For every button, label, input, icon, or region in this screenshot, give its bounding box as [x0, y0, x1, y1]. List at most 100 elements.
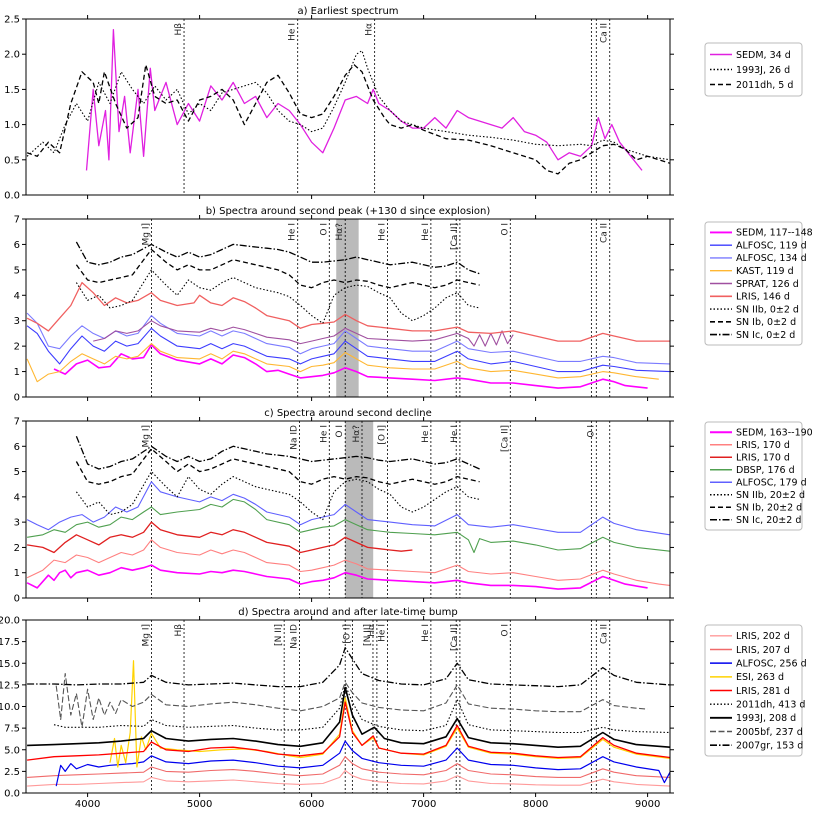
line-id-label: O I	[335, 425, 345, 438]
axes-frame	[25, 619, 671, 794]
legend-label: LRIS, 281 d	[736, 686, 790, 697]
y-tick-label: 2.5	[4, 767, 20, 778]
series-line-8	[75, 435, 480, 470]
series-line-7	[75, 269, 480, 324]
legend-label: LRIS, 170 d	[736, 440, 790, 451]
series-group	[26, 435, 670, 590]
line-id-label: Hα?	[335, 223, 345, 241]
series-line-9	[27, 647, 670, 688]
shaded-region	[336, 219, 359, 397]
line-id-label: He I	[378, 624, 388, 642]
series-line-3	[26, 64, 670, 175]
legend-label: 1993J, 208 d	[736, 713, 796, 724]
line-id-label: Ca II	[600, 23, 610, 43]
series-line-1	[85, 28, 643, 171]
line-id-label: Hα	[365, 23, 375, 36]
y-tick-label: 1.0	[4, 120, 20, 131]
legend-frame	[704, 221, 803, 346]
y-tick-label: 2.0	[4, 50, 20, 61]
panel-1: a) Earliest spectrum Hβ He I Hα Ca II 0.0 0.5 1…	[4, 6, 674, 202]
series-line-5	[27, 701, 670, 761]
line-id-label: Hβ	[174, 624, 184, 637]
series-line-2	[26, 325, 670, 373]
line-id-label: He I	[421, 223, 431, 241]
legend-label: SN Ic, 20±2 d	[736, 515, 801, 526]
y-tick-label: 0	[14, 393, 20, 404]
series-line-9	[75, 241, 480, 275]
axes-frame	[25, 420, 671, 599]
series-line-1	[27, 769, 670, 787]
line-id-label: He I	[288, 223, 298, 241]
legend-frame	[704, 624, 803, 757]
legend-label: LRIS, 202 d	[736, 631, 790, 642]
series-group	[26, 28, 670, 175]
y-tick-label: 1	[14, 568, 20, 579]
series-line-7	[75, 448, 480, 485]
series-line-7	[27, 686, 670, 748]
legend-label: 2011dh, 413 d	[736, 699, 805, 710]
panel-title: b) Spectra around second peak (+130 d si…	[206, 206, 491, 217]
y-tick-label: 1	[14, 367, 20, 378]
line-id-label: Ca II	[600, 223, 610, 243]
legend-label: 2007gr, 153 d	[736, 740, 803, 751]
legend-label: 2005bf, 237 d	[736, 727, 803, 738]
line-id-label: Mg I]	[142, 624, 152, 647]
line-id-label: O I	[500, 624, 510, 637]
panel-title: c) Spectra around second decline	[264, 408, 432, 419]
y-tick-label: 2.5	[4, 15, 20, 26]
legend-label: LRIS, 146 d	[736, 292, 790, 303]
y-tick-label: 2	[14, 543, 20, 554]
y-tick-label: 0	[14, 594, 20, 605]
line-id-label: Na ID	[290, 624, 300, 649]
panel-3: c) Spectra around second decline Mg I] Na …	[14, 408, 674, 605]
line-id-label: [N II]	[274, 624, 284, 646]
line-id-label: He I	[421, 624, 431, 642]
y-tick-label: 0.5	[4, 155, 20, 166]
series-line-5	[93, 320, 514, 347]
legend-label: SN IIb, 20±2 d	[736, 490, 805, 501]
x-tick-label: 4000	[75, 799, 100, 810]
y-tick-label: 7	[14, 215, 20, 226]
line-id-label: Mg I]	[142, 223, 152, 246]
legend-label: SEDM, 117--148 d	[736, 228, 814, 239]
axes-frame	[25, 18, 671, 196]
y-tick-label: 2	[14, 342, 20, 353]
line-ids: Hβ He I Hα Ca II	[174, 19, 611, 195]
line-id-label: Hβ	[174, 23, 184, 36]
y-tick-label: 6	[14, 240, 20, 251]
line-id-label: He I	[288, 23, 298, 41]
y-tick-label: 7.5	[4, 724, 20, 735]
line-id-label: Hα?	[352, 425, 362, 443]
line-id-label: O I	[319, 223, 329, 236]
y-tick-label: 0.0	[4, 789, 20, 800]
panel-2: b) Spectra around second peak (+130 d si…	[14, 206, 674, 404]
legend-label: ALFOSC, 119 d	[736, 240, 807, 251]
legend-label: LRIS, 207 d	[736, 645, 790, 656]
series-line-3	[26, 521, 413, 554]
line-id-label: [N II]	[363, 624, 373, 646]
line-id-label: Ca II	[600, 624, 610, 644]
y-tick-label: 4	[14, 291, 20, 302]
line-id-label: Mg I]	[142, 425, 152, 448]
y-tick-label: 5.0	[4, 745, 20, 756]
panel-4: d) Spectra around and after late-time bu…	[0, 607, 674, 810]
series-line-2	[26, 50, 670, 161]
y-tick-label: 5	[14, 265, 20, 276]
y-tick-label: 20.0	[0, 616, 20, 627]
legend-frame	[704, 421, 803, 531]
y-tick-label: 4	[14, 492, 20, 503]
panel-title: d) Spectra around and after late-time bu…	[238, 607, 457, 618]
y-tick-label: 5	[14, 467, 20, 478]
y-tick-label: 15.0	[0, 659, 20, 670]
legend-label: SN IIb, 0±2 d	[736, 304, 799, 315]
line-ids: Mg I] He I O I Hα? He I He I [Ca II] O I Ca II	[142, 219, 611, 397]
line-id-label: [Ca II]	[450, 624, 460, 651]
legend-label: DBSP, 176 d	[736, 465, 795, 476]
legend-label: SEDM, 34 d	[736, 50, 791, 61]
series-line-8	[75, 248, 480, 289]
legend-label: 1993J, 26 d	[736, 65, 790, 76]
series-line-2	[26, 539, 670, 586]
line-id-label: Na ID	[290, 425, 300, 450]
line-id-label: He I	[378, 223, 388, 241]
